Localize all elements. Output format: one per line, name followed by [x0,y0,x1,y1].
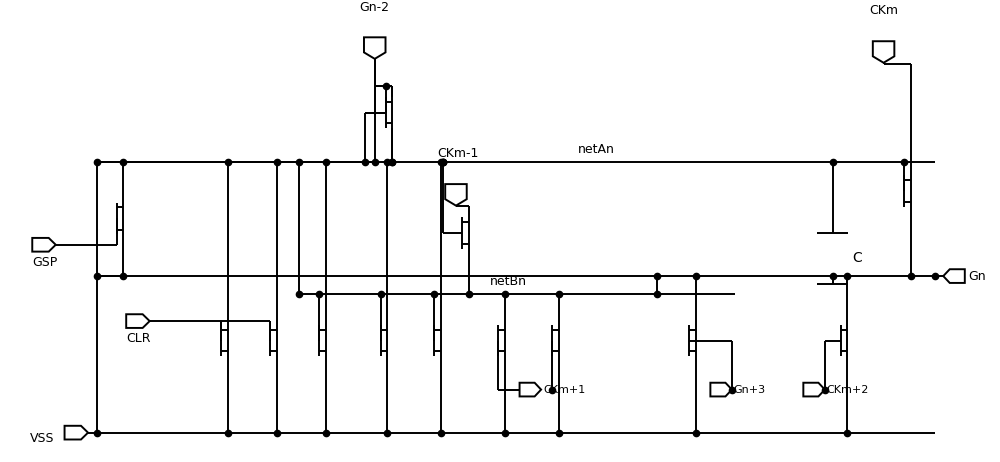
Text: VSS: VSS [30,432,55,445]
Text: GSP: GSP [32,256,58,269]
Text: CKm-1: CKm-1 [437,146,479,160]
Text: netAn: netAn [578,143,615,156]
Text: CLR: CLR [126,332,151,345]
Text: Gn: Gn [969,270,986,283]
Text: CKm+1: CKm+1 [543,384,585,395]
Text: Gn+3: Gn+3 [734,384,766,395]
Text: Gn-2: Gn-2 [360,1,390,14]
Text: C: C [852,251,862,266]
Text: netBn: netBn [490,275,527,288]
Text: CKm+2: CKm+2 [827,384,869,395]
Text: CKm: CKm [869,4,898,17]
